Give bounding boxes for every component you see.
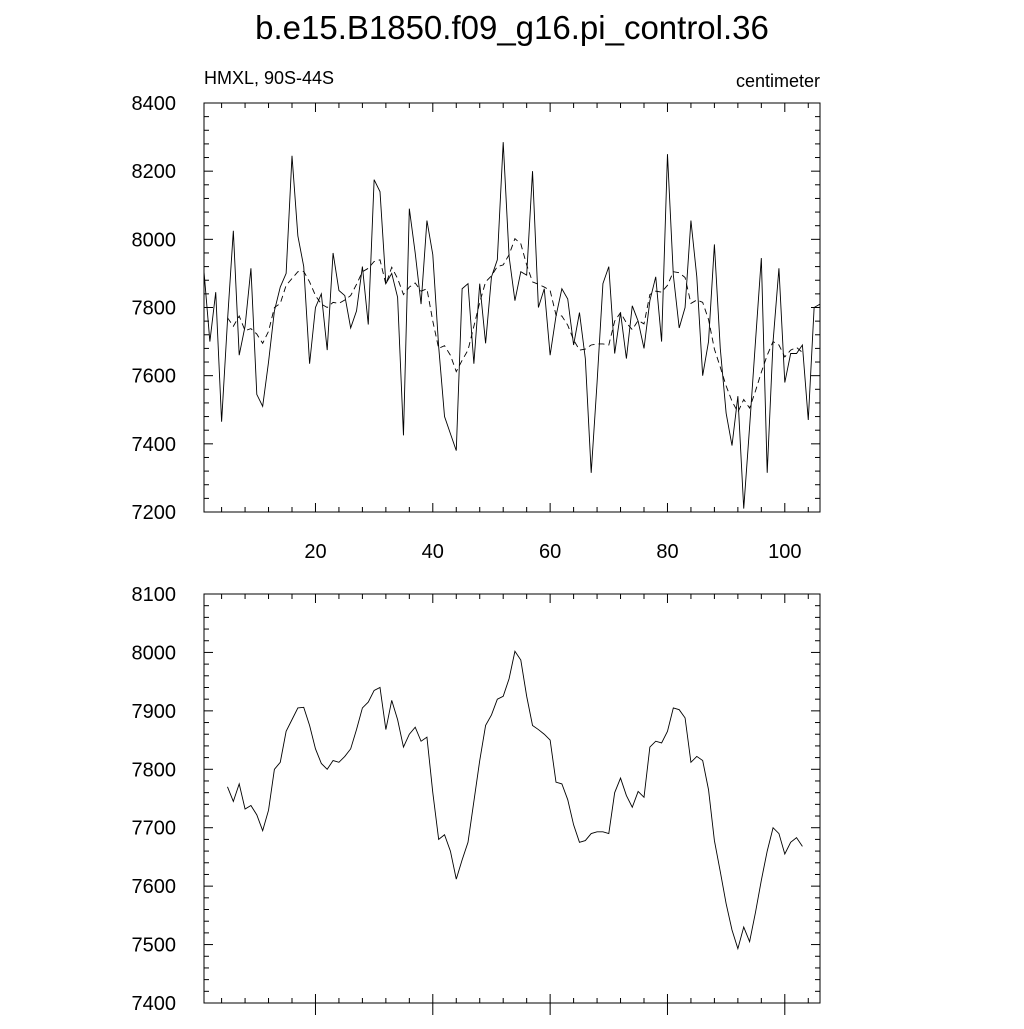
x-tick-label: 100 xyxy=(768,541,801,563)
y-tick-label: 7500 xyxy=(132,935,177,957)
x-tick-label: 20 xyxy=(304,541,326,563)
y-tick-label: 7800 xyxy=(132,759,177,781)
y-tick-label: 7400 xyxy=(132,993,177,1015)
x-tick-label: 80 xyxy=(656,541,678,563)
chart-title: b.e15.B1850.f09_g16.pi_control.36 xyxy=(255,9,769,46)
y-tick-label: 8100 xyxy=(132,584,177,606)
y-tick-label: 7800 xyxy=(132,298,177,320)
y-tick-label: 7200 xyxy=(132,502,177,524)
data-line xyxy=(227,237,803,414)
plot-frame xyxy=(203,593,821,1004)
y-tick-label: 8000 xyxy=(132,229,177,251)
y-tick-label: 7600 xyxy=(132,876,177,898)
y-tick-label: 7900 xyxy=(132,701,177,723)
x-tick-label: 60 xyxy=(539,541,561,563)
data-line xyxy=(227,650,803,951)
plot-frame xyxy=(203,102,821,513)
y-tick-label: 7400 xyxy=(132,434,177,456)
y-tick-label: 8000 xyxy=(132,642,177,664)
y-tick-label: 8400 xyxy=(132,93,177,115)
right-string: centimeter xyxy=(736,71,820,91)
y-tick-label: 8200 xyxy=(132,161,177,183)
x-tick-label: 40 xyxy=(422,541,444,563)
data-line xyxy=(203,142,821,509)
left-string: HMXL, 90S-44S xyxy=(204,68,334,88)
y-tick-label: 7600 xyxy=(132,366,177,388)
y-tick-label: 7700 xyxy=(132,818,177,840)
